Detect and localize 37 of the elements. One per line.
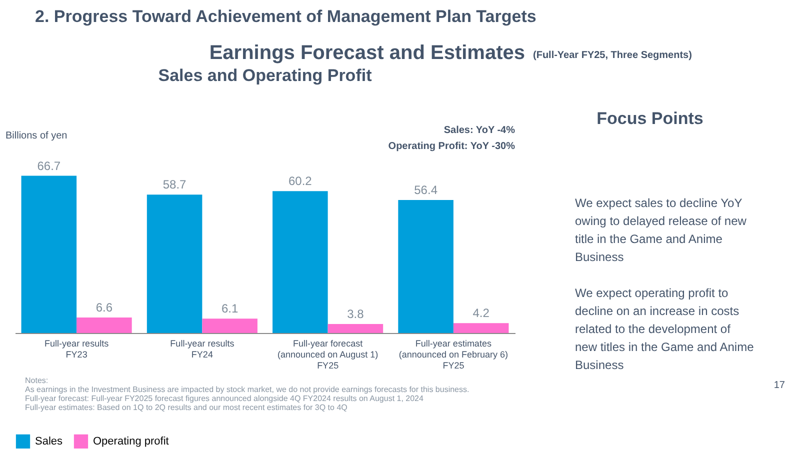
- text: Sales: YoY -4%: [444, 125, 516, 136]
- bar: [146, 194, 202, 333]
- legend-label: Sales: [35, 435, 64, 448]
- x-tick-label: Full-year forecast (announced on August 1) FY25: [278, 338, 378, 370]
- bar: [202, 318, 258, 333]
- data-label: 66.7: [37, 158, 61, 173]
- x-tick-label: Full-year results FY24: [170, 338, 235, 360]
- text: We expect sales to decline YoY owing to delayed release of new title in the Game and Anime Business: [575, 196, 747, 264]
- data-label: 60.2: [288, 174, 312, 188]
- y-axis-title: Billions of yen: [6, 130, 68, 142]
- text: We expect operating profit to decline on an increase in costs related to the development of new titles in the Game and Anime Business: [575, 286, 754, 372]
- data-label: 3.8: [347, 307, 364, 322]
- chart-title: Sales and Operating Profit: [158, 66, 372, 85]
- text: (Full-Year FY25, Three Segments): [533, 50, 692, 61]
- text: 17: [774, 380, 786, 391]
- text: 2. Progress Toward Achievement of Management Plan Targets: [35, 7, 536, 26]
- bar: [398, 200, 454, 333]
- data-label: 6.1: [221, 302, 238, 316]
- text: As earnings in the Investment Business are impacted by stock market, we do not provide earnings forecasts for this business.: [25, 385, 470, 394]
- x-tick-label: Full-year results FY23: [44, 338, 110, 360]
- bar: [76, 317, 132, 333]
- text: Full-year forecast: Full-year FY2025 forecast figures announced alongside 4Q FY2024 results on August 1, 2024: [25, 394, 424, 403]
- bar: [272, 191, 328, 333]
- bar: [21, 176, 77, 333]
- text: Full-year estimates: Based on 1Q to 2Q results and our most recent estimates for 3Q to 4Q: [25, 403, 348, 412]
- bar: [453, 323, 509, 333]
- text: Operating Profit: YoY -30%: [388, 141, 516, 152]
- text: Focus Points: [596, 109, 704, 128]
- data-label: 56.4: [414, 183, 438, 198]
- data-label: 4.2: [472, 306, 490, 320]
- data-label: 6.6: [96, 300, 113, 314]
- x-tick-label: Full-year estimates (announced on February 6) FY25: [398, 338, 508, 370]
- text: Notes:: [25, 376, 48, 385]
- data-label: 58.7: [162, 178, 187, 192]
- bar: [328, 324, 384, 333]
- text: Earnings Forecast and Estimates: [209, 42, 525, 64]
- legend-label: Operating profit: [93, 435, 169, 448]
